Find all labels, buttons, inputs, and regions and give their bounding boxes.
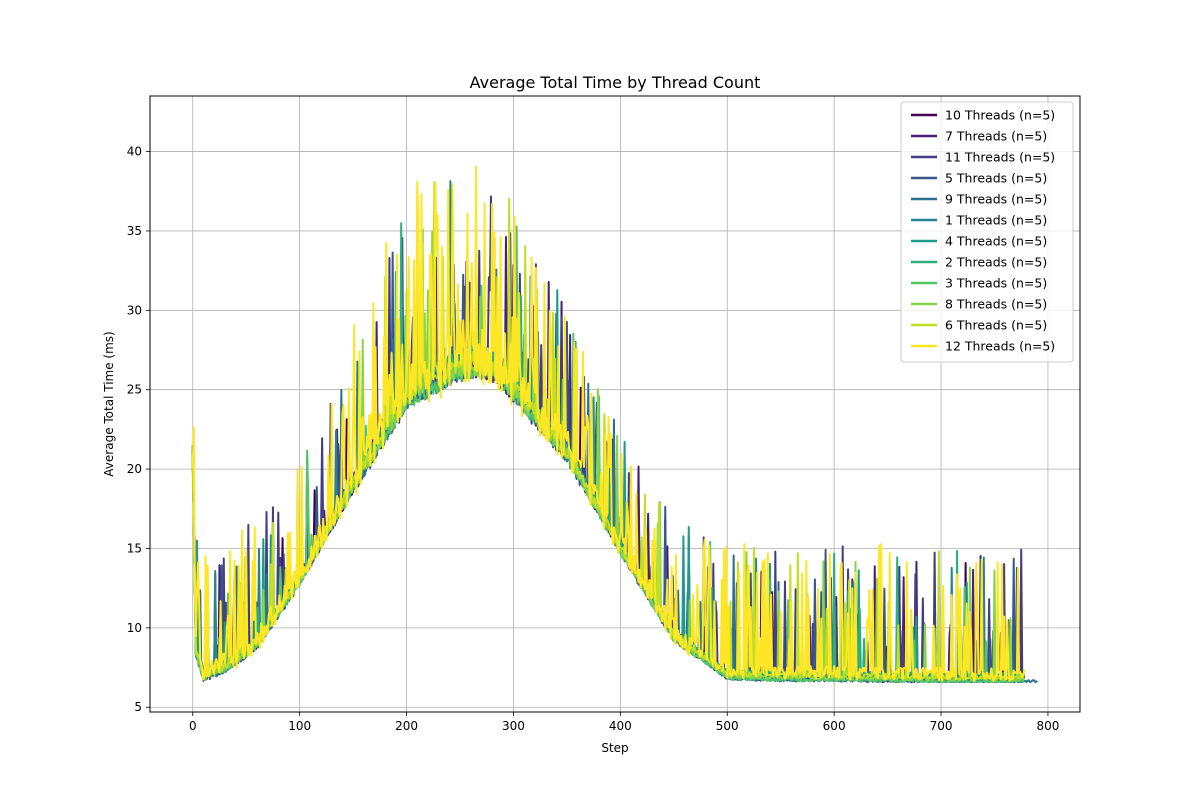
legend-label: 1 Threads (n=5) (945, 213, 1047, 228)
y-tick-label: 30 (127, 303, 142, 317)
x-tick-label: 600 (823, 719, 846, 733)
legend-label: 4 Threads (n=5) (945, 234, 1047, 249)
legend-label: 6 Threads (n=5) (945, 318, 1047, 333)
x-axis: 0 100 200 300 400 500 600 700 800 (189, 712, 1059, 733)
legend-box (900, 101, 1074, 363)
legend-label: 8 Threads (n=5) (945, 297, 1047, 312)
series-line (191, 165, 1026, 682)
legend-label: 10 Threads (n=5) (945, 108, 1055, 123)
legend-label: 3 Threads (n=5) (945, 276, 1047, 291)
y-axis: 5 10 15 20 25 30 35 40 (127, 145, 150, 714)
legend-label: 2 Threads (n=5) (945, 255, 1047, 270)
y-tick-label: 35 (127, 224, 142, 238)
series-group (191, 165, 1038, 683)
legend-label: 12 Threads (n=5) (945, 339, 1055, 354)
legend-label: 7 Threads (n=5) (945, 129, 1047, 144)
x-tick-label: 800 (1036, 719, 1059, 733)
legend-label: 11 Threads (n=5) (945, 150, 1055, 165)
x-tick-label: 400 (609, 719, 632, 733)
y-tick-label: 25 (127, 383, 142, 397)
x-tick-label: 700 (930, 719, 953, 733)
plot-frame (149, 95, 1081, 713)
legend-label: 9 Threads (n=5) (945, 192, 1047, 207)
x-tick-label: 0 (189, 719, 197, 733)
legend: 10 Threads (n=5) 7 Threads (n=5) 11 Thread… (900, 101, 1074, 363)
y-tick-label: 10 (127, 621, 142, 635)
x-axis-label: Step (601, 741, 628, 755)
y-tick-label: 15 (127, 541, 142, 555)
x-tick-label: 100 (288, 719, 311, 733)
x-tick-label: 200 (395, 719, 418, 733)
x-tick-label: 500 (716, 719, 739, 733)
legend-label: 5 Threads (n=5) (945, 171, 1047, 186)
y-axis-label: Average Total Time (ms) (102, 331, 116, 476)
y-tick-label: 40 (127, 145, 142, 159)
y-tick-label: 20 (127, 462, 142, 476)
chart-title: Average Total Time by Thread Count (470, 73, 761, 92)
x-tick-label: 300 (502, 719, 525, 733)
y-tick-label: 5 (134, 700, 142, 714)
